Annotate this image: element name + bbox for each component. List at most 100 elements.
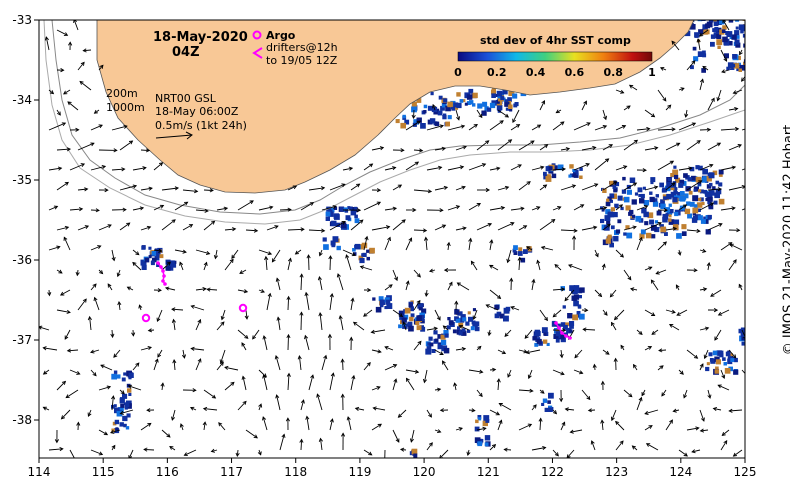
y-tick-label: -38 — [12, 413, 32, 427]
sst-pixel — [688, 177, 692, 181]
sst-pixel — [704, 10, 708, 14]
sst-pixel — [622, 190, 626, 194]
sst-pixel — [692, 195, 698, 201]
sst-pixel — [120, 404, 124, 408]
sst-pixel — [543, 399, 547, 403]
sst-pixel — [735, 39, 740, 44]
sst-pixel — [549, 166, 553, 170]
sst-pixel — [712, 15, 716, 19]
x-tick-label: 124 — [669, 465, 692, 479]
sst-pixel — [692, 208, 698, 214]
sst-pixel — [115, 427, 118, 430]
sst-pixel — [693, 47, 697, 51]
current-vector — [749, 104, 752, 110]
sst-pixel — [537, 339, 542, 344]
colorbar-tick-label: 0 — [454, 66, 462, 79]
sst-pixel — [574, 294, 579, 299]
sst-pixel — [569, 330, 572, 333]
sst-pixel — [361, 253, 364, 256]
sst-pixel — [641, 208, 646, 213]
sst-pixel — [513, 104, 517, 108]
sst-pixel — [419, 307, 423, 311]
sst-pixel — [485, 442, 489, 446]
sst-pixel — [732, 54, 737, 59]
sst-pixel — [649, 220, 654, 225]
sst-pixel — [563, 305, 566, 308]
sst-pixel — [716, 359, 721, 364]
sst-pixel — [411, 313, 415, 317]
sst-pixel — [569, 164, 573, 168]
sst-pixel — [127, 388, 131, 392]
sst-pixel — [683, 173, 688, 178]
sst-pixel — [433, 330, 437, 334]
sst-pixel — [331, 243, 335, 247]
sst-pixel — [334, 214, 340, 220]
colorbar-tick-label: 0.4 — [526, 66, 546, 79]
sst-pixel — [435, 122, 440, 127]
map-date: 18-May-2020 — [153, 30, 248, 45]
sst-pixel — [717, 352, 721, 356]
sst-pixel — [644, 221, 648, 225]
sst-pixel — [372, 297, 375, 300]
sst-pixel — [512, 94, 517, 99]
sst-pixel — [611, 225, 615, 229]
sst-pixel — [732, 13, 737, 18]
sst-pixel — [485, 419, 489, 423]
sst-pixel — [369, 248, 375, 254]
sst-pixel — [416, 315, 422, 321]
sst-pixel — [695, 10, 700, 15]
sst-pixel — [380, 300, 386, 306]
sst-pixel — [556, 331, 561, 336]
vector-scale-label: 0.5m/s (1kt 24h) — [155, 119, 247, 132]
sst-pixel — [408, 326, 414, 332]
sst-pixel — [695, 17, 698, 20]
sst-pixel — [354, 245, 357, 248]
sst-pixel — [674, 212, 678, 216]
sst-pixel — [129, 373, 134, 378]
sst-pixel — [513, 245, 518, 250]
sst-pixel — [447, 317, 450, 320]
sst-pixel — [698, 198, 701, 201]
sst-pixel — [465, 103, 468, 106]
sst-pixel — [600, 219, 604, 223]
sst-pixel — [472, 321, 476, 325]
sst-pixel — [323, 237, 327, 241]
sst-pixel — [746, 34, 751, 39]
sst-pixel — [724, 362, 728, 366]
sst-pixel — [722, 10, 728, 16]
sst-pixel — [682, 231, 687, 236]
sst-pixel — [747, 43, 752, 48]
sst-pixel — [122, 394, 127, 399]
sst-pixel — [405, 308, 411, 314]
sst-pixel — [655, 220, 658, 223]
sst-pixel — [453, 329, 457, 333]
sst-pixel — [714, 21, 719, 26]
sst-pixel — [145, 258, 150, 263]
x-tick-label: 120 — [413, 465, 436, 479]
sst-pixel — [613, 236, 618, 241]
sst-pixel — [548, 393, 554, 399]
sst-pixel — [572, 315, 578, 321]
source-label: NRT00 GSL — [155, 92, 217, 105]
isobath-1000m-label: 1000m — [106, 101, 145, 114]
sst-pixel — [441, 340, 446, 345]
sst-pixel — [746, 328, 750, 332]
current-vector — [750, 148, 759, 151]
sst-pixel — [730, 358, 734, 362]
sst-pixel — [429, 337, 433, 341]
sst-pixel — [629, 210, 633, 214]
sst-pixel — [548, 407, 553, 412]
sst-pixel — [578, 304, 581, 307]
sst-pixel — [638, 187, 643, 192]
sst-pixel — [442, 115, 446, 119]
sst-pixel — [547, 400, 551, 404]
drifter-position-icon — [161, 279, 165, 283]
sst-pixel — [467, 94, 473, 100]
sst-pixel — [712, 14, 717, 19]
sst-pixel — [326, 217, 330, 221]
sst-pixel — [613, 212, 618, 217]
sst-pixel — [115, 420, 119, 424]
sst-pixel — [505, 99, 508, 102]
sst-pixel — [443, 98, 447, 102]
sst-pixel — [673, 166, 676, 169]
